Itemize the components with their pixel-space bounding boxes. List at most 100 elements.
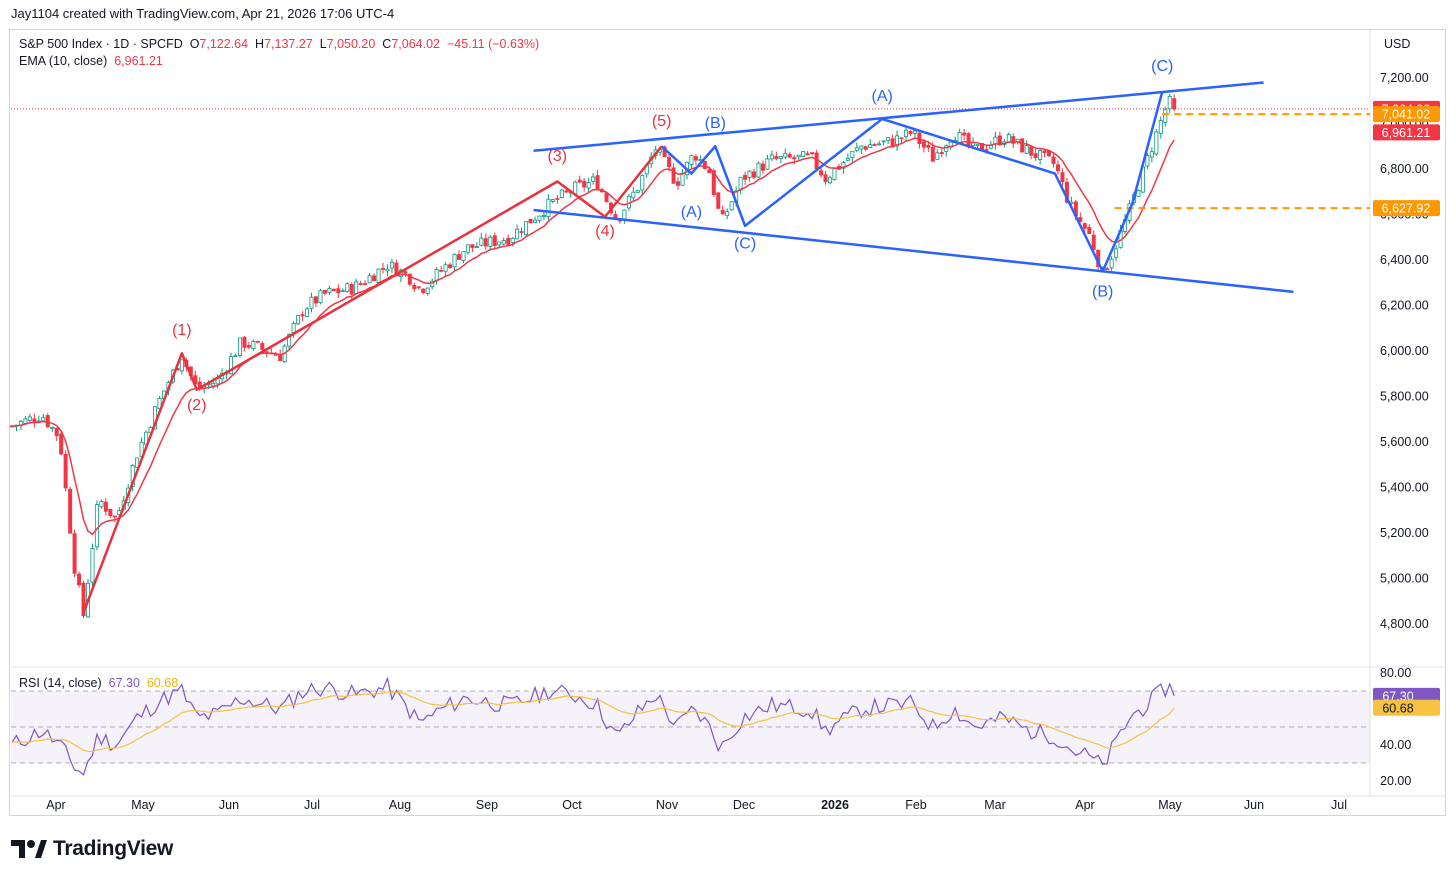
- candle-down: [707, 169, 712, 174]
- candle-down: [72, 533, 77, 574]
- candle-up: [765, 158, 770, 170]
- wave-label-blue: (A): [681, 204, 702, 221]
- candle-down: [702, 160, 707, 170]
- wave-label-red: (3): [548, 148, 568, 165]
- low-value: 7,050.20: [326, 37, 376, 51]
- candle-up: [1136, 189, 1141, 197]
- time-tick-label: Feb: [905, 798, 927, 812]
- channel-trendline: [533, 81, 1264, 153]
- candle-up: [631, 191, 636, 199]
- time-tick-label: Aug: [389, 798, 411, 812]
- price-tick-label: 5,800.00: [1380, 390, 1429, 404]
- candle-down: [930, 147, 935, 162]
- candle-down: [358, 283, 363, 285]
- rsi-label[interactable]: RSI (14, close): [19, 676, 102, 690]
- candle-down: [448, 264, 453, 269]
- low-label: L: [319, 37, 327, 51]
- candle-up: [640, 175, 645, 191]
- channel-trendline: [533, 208, 1294, 294]
- candle-up: [1024, 145, 1029, 154]
- open-label: O: [189, 37, 200, 51]
- candle-up: [729, 201, 734, 211]
- price-tick-label: 7,200.00: [1380, 71, 1429, 85]
- candle-down: [819, 170, 824, 176]
- candle-up: [389, 261, 394, 269]
- candle-down: [506, 237, 511, 245]
- candle-up: [90, 548, 95, 583]
- candle-down: [255, 340, 260, 343]
- ema-label[interactable]: EMA (10, close): [19, 54, 108, 68]
- change-value: −45.11 (−0.63%): [446, 37, 540, 51]
- time-tick-label: Mar: [984, 798, 1006, 812]
- candle-up: [327, 288, 332, 293]
- candle-up: [443, 264, 448, 272]
- candle-up: [859, 145, 864, 150]
- candle-down: [743, 174, 748, 180]
- candle-up: [868, 144, 873, 148]
- candle-up: [497, 241, 502, 246]
- candle-up: [1167, 96, 1172, 110]
- candle-up: [318, 290, 323, 303]
- candle-up: [541, 215, 546, 217]
- candle-down: [1051, 156, 1056, 164]
- candle-up: [975, 144, 980, 147]
- high-label: H: [255, 37, 265, 51]
- candle-up: [957, 132, 962, 144]
- currency-label[interactable]: USD: [1384, 37, 1411, 51]
- candle-down: [1042, 150, 1047, 153]
- candle-down: [863, 146, 868, 150]
- candle-up: [501, 240, 506, 245]
- close-value: 7,064.02: [391, 37, 440, 51]
- candle-down: [787, 154, 792, 158]
- candle-down: [456, 254, 461, 260]
- candle-up: [532, 219, 537, 224]
- candle-up: [886, 137, 891, 141]
- price-tick-label: 6,800.00: [1380, 162, 1429, 176]
- candle-down: [1105, 268, 1110, 271]
- candle-down: [108, 508, 113, 517]
- open-value: 7,122.64: [199, 37, 249, 51]
- candle-up: [50, 426, 55, 429]
- rsi-line: [11, 676, 1175, 776]
- candle-down: [823, 174, 828, 183]
- ema-line: [11, 137, 1175, 536]
- candle-down: [103, 501, 108, 512]
- candle-down: [381, 267, 386, 270]
- candle-down: [242, 336, 247, 348]
- candle-up: [550, 199, 555, 202]
- wave-label-red: (1): [172, 322, 192, 339]
- price-axis-badge: [1373, 124, 1440, 141]
- candle-down: [421, 288, 426, 293]
- candle-down: [792, 157, 797, 160]
- candle-up: [537, 215, 542, 221]
- candle-up: [488, 236, 493, 247]
- tradingview-logo-icon: [11, 840, 47, 858]
- candle-up: [430, 280, 435, 287]
- candle-down: [810, 152, 815, 155]
- candle-up: [354, 281, 359, 294]
- candle-up: [769, 154, 774, 160]
- candle-down: [966, 133, 971, 146]
- candle-down: [300, 314, 305, 317]
- time-tick-label: Dec: [733, 798, 755, 812]
- candle-down: [604, 192, 609, 203]
- candle-up: [586, 181, 591, 189]
- candle-up: [796, 154, 801, 158]
- symbol-title[interactable]: S&P 500 Index · 1D · SPCFD: [19, 37, 183, 51]
- price-axis-badge-text: 6,961.21: [1382, 126, 1431, 140]
- candle-up: [434, 268, 439, 281]
- candle-down: [774, 156, 779, 160]
- wave-label-red: (5): [652, 113, 672, 130]
- candle-up: [841, 162, 846, 169]
- candle-down: [59, 433, 64, 455]
- candle-up: [801, 151, 806, 158]
- time-tick-label: Apr: [46, 798, 65, 812]
- candle-up: [546, 198, 551, 217]
- candle-up: [1114, 248, 1119, 258]
- candle-up: [23, 418, 28, 424]
- candle-up: [845, 158, 850, 161]
- candle-up: [41, 417, 46, 422]
- candle-up: [747, 170, 752, 178]
- candle-down: [1082, 223, 1087, 229]
